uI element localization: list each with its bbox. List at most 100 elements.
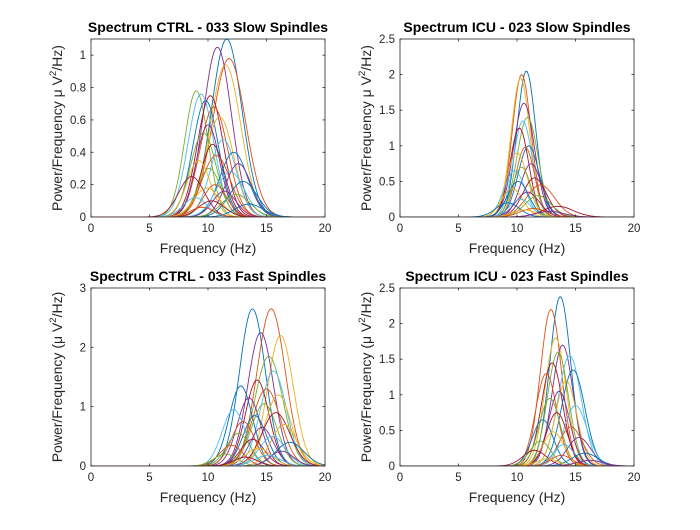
- series-line: [91, 184, 325, 217]
- series-line: [91, 424, 325, 466]
- y-tick-label: 0.2: [70, 180, 86, 192]
- y-tick-label: 0.8: [70, 83, 86, 95]
- y-tick-label: 0: [80, 212, 86, 224]
- series-line: [400, 146, 634, 217]
- y-tick-label: 1.5: [379, 105, 395, 117]
- y-tick-label: 0: [389, 461, 395, 473]
- series-line: [91, 403, 325, 466]
- series-line: [400, 180, 634, 217]
- series-line: [400, 74, 634, 217]
- subplot-1: 0 5 10 15 20 0 0.2 0.4 0.6 0.8 1 Spectrum CTRL - 03…: [48, 19, 331, 256]
- series-line: [91, 100, 325, 217]
- series-line: [91, 95, 325, 217]
- x-tick-label: 10: [202, 223, 215, 235]
- y-tick-label: 0.5: [379, 176, 395, 188]
- subplot-3: 0 5 10 15 20 0 1 2 3 Spectrum CTRL - 033 Fast Spi…: [48, 268, 331, 505]
- series-line: [91, 409, 325, 466]
- y-tick-label: 0.6: [70, 115, 86, 127]
- series-line: [91, 116, 325, 217]
- y-tick-label: 2.5: [379, 34, 395, 46]
- plot-area: [91, 288, 325, 466]
- series-line: [400, 459, 634, 466]
- series-line: [91, 444, 325, 466]
- series-line: [400, 380, 634, 466]
- series-line: [91, 138, 325, 217]
- x-tick-label: 20: [319, 223, 332, 235]
- series-line: [400, 202, 634, 217]
- y-tick-label: 0: [80, 461, 86, 473]
- series-line: [400, 166, 634, 217]
- chart-title: Spectrum CTRL - 033 Slow Spindles: [88, 19, 328, 35]
- x-tick-label: 15: [260, 223, 273, 235]
- series-line: [400, 145, 634, 217]
- y-tick-label: 2: [389, 319, 395, 331]
- series-line: [91, 168, 325, 217]
- series-line: [91, 426, 325, 466]
- series-line: [400, 449, 634, 466]
- series-line: [400, 208, 634, 217]
- series-line: [91, 46, 325, 217]
- x-axis-label: Frequency (Hz): [160, 489, 256, 505]
- series-line: [400, 188, 634, 217]
- series-line: [91, 190, 325, 217]
- series-line: [91, 176, 325, 217]
- series-line: [400, 452, 634, 466]
- chart-title: Spectrum CTRL - 033 Fast Spindles: [90, 268, 326, 284]
- series-line: [91, 441, 325, 466]
- y-tick-label: 2.5: [379, 283, 395, 295]
- series-line: [91, 450, 325, 466]
- series-line: [400, 437, 634, 466]
- subplot-4: 0 5 10 15 20 0 0.5 1 1.5 2 2.5 Spectrum ICU - 023 F…: [357, 268, 640, 505]
- x-tick-label: 5: [455, 472, 461, 484]
- series-line: [400, 405, 634, 466]
- y-tick-label: 3: [80, 283, 86, 295]
- y-tick-label: 1: [80, 402, 86, 414]
- x-tick-label: 5: [146, 472, 152, 484]
- y-tick-label: 1: [80, 50, 86, 62]
- series-line: [91, 143, 325, 217]
- series-line: [400, 170, 634, 217]
- x-axis-label: Frequency (Hz): [469, 240, 565, 256]
- x-tick-label: 15: [569, 223, 582, 235]
- series-line: [91, 453, 325, 466]
- chart-title: Spectrum ICU - 023 Slow Spindles: [403, 19, 630, 35]
- y-axis-label: Power/Frequency μ V2/Hz): [357, 45, 374, 211]
- plot-area: [91, 39, 325, 217]
- series-line: [91, 93, 325, 217]
- y-tick-label: 1: [389, 390, 395, 402]
- subplot-2: 0 5 10 15 20 0 0.5 1 1.5 2 2.5 Spectrum ICU - 023 S…: [357, 19, 640, 256]
- series-line: [91, 335, 325, 466]
- series-line: [91, 454, 325, 466]
- x-tick-label: 5: [146, 223, 152, 235]
- x-tick-label: 15: [260, 472, 273, 484]
- y-tick-label: 2: [389, 70, 395, 82]
- y-tick-label: 2: [80, 342, 86, 354]
- y-tick-label: 1: [389, 141, 395, 153]
- series-line: [400, 120, 634, 217]
- y-axis-label: Power/Frequency μ V2/Hz): [48, 45, 65, 211]
- x-tick-label: 0: [397, 223, 403, 235]
- y-axis-label: Power/Frequency (μ V2/Hz): [357, 292, 374, 463]
- y-tick-label: 0.5: [379, 425, 395, 437]
- series-line: [91, 155, 325, 217]
- series-line: [400, 426, 634, 466]
- series-line: [400, 116, 634, 217]
- series-line: [91, 132, 325, 217]
- series-line: [400, 198, 634, 217]
- y-axis-label: Power/Frequency (μ V2/Hz): [48, 292, 65, 463]
- series-line: [91, 124, 325, 217]
- series-line: [91, 435, 325, 466]
- x-tick-label: 0: [88, 472, 94, 484]
- x-tick-label: 0: [88, 223, 94, 235]
- series-line: [400, 177, 634, 217]
- x-axis-label: Frequency (Hz): [469, 489, 565, 505]
- x-tick-label: 20: [319, 472, 332, 484]
- series-line: [400, 77, 634, 217]
- plot-area: [400, 288, 634, 466]
- series-line: [91, 206, 325, 217]
- series-line: [400, 102, 634, 217]
- x-tick-label: 5: [455, 223, 461, 235]
- series-line: [91, 159, 325, 217]
